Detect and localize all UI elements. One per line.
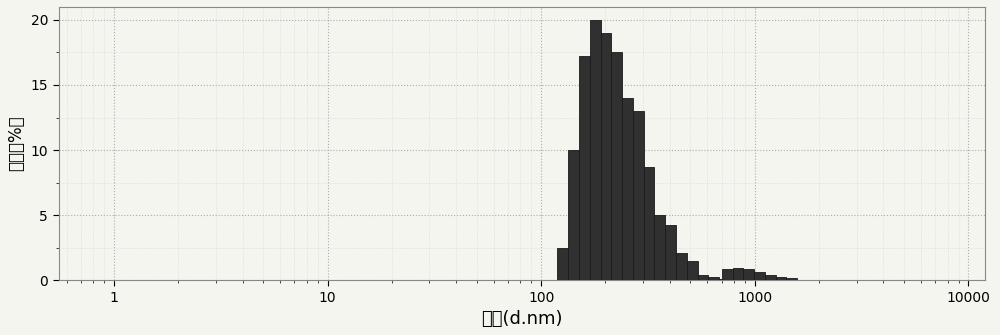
Bar [633,111,644,280]
Bar [722,269,733,280]
Bar [665,225,676,280]
Bar [601,33,611,280]
Bar [644,167,654,280]
Bar [622,98,633,280]
Bar [687,261,698,280]
Bar [743,269,754,280]
Bar [590,20,601,280]
Bar [776,277,786,280]
Bar [557,248,568,280]
Y-axis label: 数量（%）: 数量（%） [7,116,25,171]
Bar [654,215,665,280]
Bar [730,279,741,280]
Bar [568,150,579,280]
Bar [719,279,730,280]
X-axis label: 尺寸(d.nm): 尺寸(d.nm) [481,310,563,328]
Bar [765,275,776,280]
Bar [698,275,708,280]
Bar [754,272,765,280]
Bar [676,253,687,280]
Bar [733,268,743,280]
Bar [611,53,622,280]
Bar [579,56,590,280]
Bar [786,278,797,280]
Bar [708,277,719,280]
